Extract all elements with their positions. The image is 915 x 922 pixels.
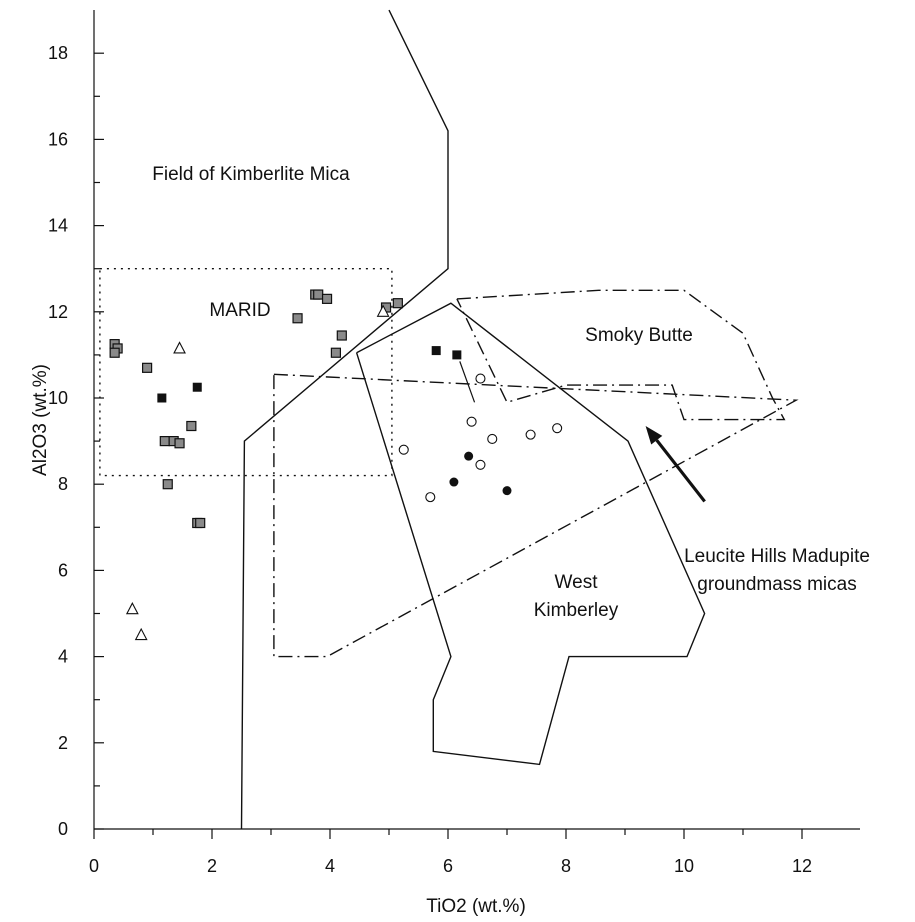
open-circle-marker: [475, 373, 486, 384]
field-labels: Field of Kimberlite Mica MARID Smoky But…: [152, 164, 870, 621]
field-marid: [99, 268, 393, 477]
filled-square-marker: [431, 346, 441, 356]
axes: [93, 10, 860, 830]
filled-circle-marker: [502, 486, 512, 496]
y-tick-label: 8: [58, 474, 68, 494]
y-tick-label: 18: [48, 43, 68, 63]
hatched-square-marker: [321, 293, 333, 304]
y-tick-label: 4: [58, 647, 68, 667]
hatched-square-marker: [336, 330, 347, 341]
filled-square-marker: [157, 393, 167, 403]
y-axis-title: Al2O3 (wt.%): [30, 364, 51, 476]
field-field-of-kimberlite-mica: [240, 9, 449, 830]
y-tick-label: 2: [58, 733, 68, 753]
hatched-square-marker: [292, 313, 303, 324]
open-triangle-marker: [376, 304, 390, 317]
label-west-kimberley-line2: Kimberley: [534, 600, 619, 621]
open-circle-marker: [425, 492, 436, 503]
x-tick-label: 6: [443, 856, 453, 876]
hatched-square-marker: [142, 362, 153, 373]
axis-ticks: 0 2 4 6 8 10 12 0 2 4 6 8 10 12 14 16 18: [48, 43, 812, 876]
label-leucite-hills-line2: groundmass micas: [697, 574, 856, 595]
x-tick-label: 10: [674, 856, 694, 876]
filled-circle-marker: [464, 451, 474, 461]
open-circle-marker: [552, 423, 563, 434]
label-leucite-hills-line1: Leucite Hills Madupite: [684, 546, 870, 567]
x-tick-label: 4: [325, 856, 335, 876]
open-circle-marker: [525, 429, 536, 440]
field-leucite-hills-madupite-groundmass-micas: [273, 373, 799, 658]
compositional-fields: [99, 9, 799, 830]
filled-square-marker: [452, 350, 462, 360]
open-circle-marker: [487, 433, 498, 444]
x-axis-title: TiO2 (wt.%): [426, 896, 526, 917]
open-circle-marker: [475, 459, 486, 470]
open-circle-marker: [398, 444, 409, 455]
hatched-square-marker: [162, 479, 173, 490]
y-tick-label: 14: [48, 216, 68, 236]
arrow-head: [645, 426, 663, 445]
x-tick-label: 12: [792, 856, 812, 876]
hatched-square-marker: [195, 517, 206, 529]
hatched-square-marker: [109, 347, 120, 358]
open-triangle-marker: [125, 602, 139, 615]
field-smoky-butte: [456, 289, 786, 421]
open-triangle-marker: [134, 627, 148, 641]
label-marid: MARID: [209, 300, 270, 321]
y-tick-label: 0: [58, 819, 68, 839]
label-smoky-butte: Smoky Butte: [585, 325, 693, 346]
hatched-square-marker: [392, 298, 403, 309]
hatched-square-marker: [186, 420, 197, 432]
hatched-square-marker: [313, 289, 324, 300]
data-markers: [109, 289, 563, 641]
y-tick-label: 10: [48, 388, 68, 408]
filled-circle-marker: [449, 477, 459, 487]
hatched-square-marker: [330, 347, 341, 358]
hatched-square-marker: [159, 436, 170, 447]
label-west-kimberley-line1: West: [555, 572, 599, 593]
y-tick-label: 12: [48, 302, 68, 322]
y-tick-label: 16: [48, 129, 68, 149]
field-west-kimberley: [355, 302, 706, 766]
filled-square-marker: [192, 382, 202, 392]
arrow-shaft: [655, 439, 706, 503]
y-tick-label: 6: [58, 560, 68, 580]
leader-line: [459, 361, 476, 403]
x-tick-label: 8: [561, 856, 571, 876]
x-tick-label: 0: [89, 856, 99, 876]
hatched-square-marker: [174, 438, 185, 449]
label-field-of-kimberlite-mica: Field of Kimberlite Mica: [152, 164, 350, 185]
open-circle-marker: [466, 416, 477, 427]
open-triangle-marker: [173, 341, 186, 354]
x-tick-label: 2: [207, 856, 217, 876]
